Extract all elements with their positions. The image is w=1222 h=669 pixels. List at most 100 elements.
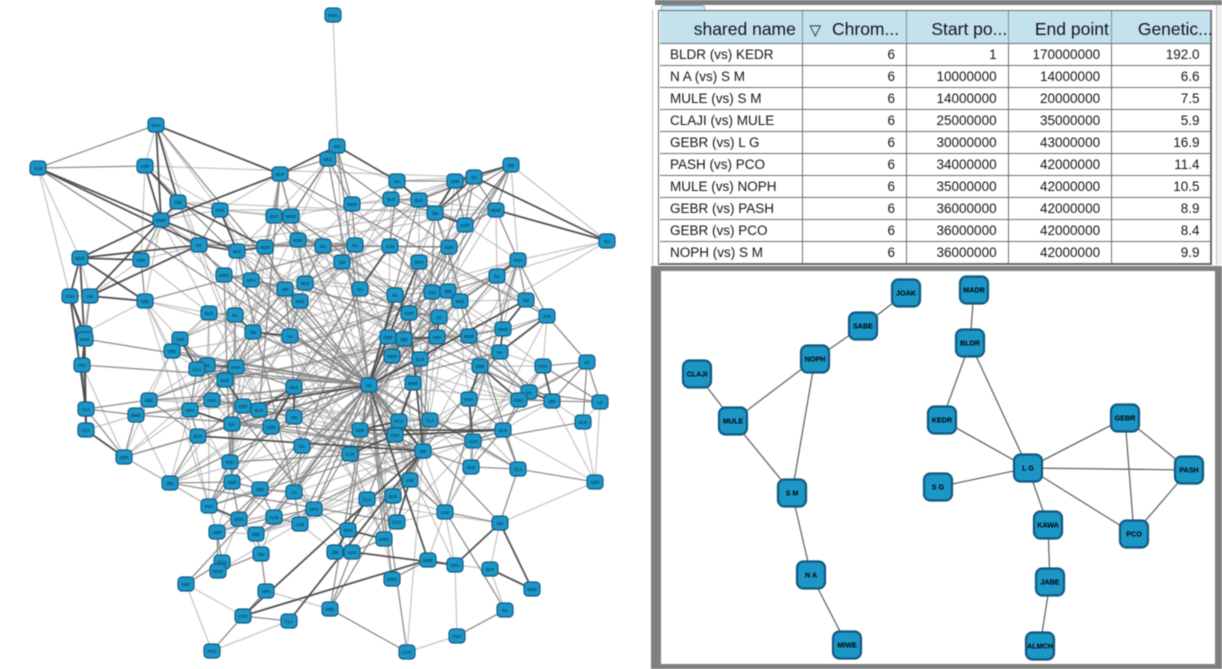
svg-text:GBR: GBR [119, 455, 128, 460]
svg-text:NA: NA [494, 274, 500, 279]
svg-text:MLE: MLE [456, 299, 465, 304]
svg-text:PCO: PCO [392, 520, 402, 525]
svg-text:KDR: KDR [591, 480, 600, 485]
svg-text:SM: SM [282, 287, 289, 292]
svg-text:S G: S G [932, 483, 945, 492]
svg-text:MDR: MDR [75, 256, 85, 261]
svg-text:KEDR: KEDR [932, 416, 953, 425]
svg-text:KWA: KWA [207, 398, 217, 403]
svg-text:PSH: PSH [205, 504, 214, 509]
svg-text:CYR: CYR [239, 614, 248, 619]
svg-text:SM: SM [432, 211, 439, 216]
svg-text:NPH: NPH [247, 278, 256, 283]
svg-text:NPH: NPH [415, 260, 424, 265]
svg-text:NA: NA [229, 422, 235, 427]
svg-text:BLR: BLR [415, 198, 423, 203]
svg-text:PCO: PCO [207, 649, 217, 654]
svg-text:KAWA: KAWA [1037, 521, 1059, 530]
svg-text:BLR: BLR [205, 311, 213, 316]
svg-text:ALM: ALM [386, 244, 395, 249]
svg-text:MWE: MWE [408, 381, 418, 386]
svg-text:KWA: KWA [514, 398, 524, 403]
svg-text:MDR: MDR [347, 202, 357, 207]
svg-text:SM: SM [523, 298, 530, 303]
svg-text:NA: NA [287, 334, 293, 339]
svg-text:PSH: PSH [514, 258, 523, 263]
svg-text:MDR: MDR [464, 334, 474, 339]
svg-text:KDR: KDR [137, 258, 146, 263]
svg-text:SBE: SBE [182, 582, 191, 587]
svg-text:SBE: SBE [145, 398, 154, 403]
svg-text:JABE: JABE [1040, 578, 1059, 587]
svg-text:BLR: BLR [387, 197, 395, 202]
svg-text:NPH: NPH [344, 528, 353, 533]
svg-text:GBR: GBR [175, 337, 184, 342]
svg-text:SM: SM [250, 330, 257, 335]
svg-text:KDR: KDR [141, 164, 150, 169]
svg-text:JOK: JOK [428, 290, 436, 295]
svg-text:KWA: KWA [231, 365, 241, 370]
svg-text:JOK: JOK [406, 478, 414, 483]
svg-text:CLA: CLA [82, 428, 90, 433]
svg-text:SG: SG [471, 175, 477, 180]
svg-text:CLA: CLA [82, 407, 90, 412]
svg-text:MWE: MWE [213, 569, 223, 574]
svg-text:SBE: SBE [256, 487, 265, 492]
svg-text:KWA: KWA [464, 397, 474, 402]
svg-text:CLA: CLA [193, 367, 201, 372]
svg-text:MDR: MDR [387, 354, 397, 359]
svg-text:PSH: PSH [539, 364, 548, 369]
svg-text:GBR: GBR [475, 364, 484, 369]
svg-text:MWE: MWE [491, 208, 501, 213]
svg-text:NA: NA [526, 390, 532, 395]
svg-text:NA: NA [352, 243, 358, 248]
svg-text:LG: LG [436, 315, 442, 320]
svg-text:CLA: CLA [426, 418, 434, 423]
svg-text:MDR: MDR [234, 517, 244, 522]
svg-text:MWE: MWE [498, 327, 508, 332]
svg-text:PCO: PCO [1126, 530, 1142, 539]
svg-text:CLAJI: CLAJI [687, 370, 708, 379]
svg-text:SBE: SBE [141, 299, 150, 304]
svg-text:PSH: PSH [433, 335, 442, 340]
svg-text:CLA: CLA [363, 497, 371, 502]
svg-text:BLR: BLR [221, 378, 229, 383]
svg-text:BLDR: BLDR [960, 339, 981, 348]
svg-text:KWA: KWA [80, 337, 90, 342]
svg-text:MLE: MLE [301, 281, 310, 286]
svg-text:SBE: SBE [326, 607, 335, 612]
svg-text:PASH: PASH [1179, 466, 1198, 475]
svg-text:S M: S M [786, 489, 799, 498]
svg-text:NA: NA [392, 293, 398, 298]
svg-text:MDR: MDR [423, 558, 433, 563]
svg-text:JBE: JBE [548, 399, 556, 404]
svg-text:PCO: PCO [394, 419, 404, 424]
svg-text:GBR: GBR [383, 335, 392, 340]
svg-text:SM: SM [334, 144, 341, 149]
svg-text:KWA: KWA [328, 13, 338, 18]
svg-text:JOK: JOK [543, 314, 551, 319]
svg-text:L G: L G [1022, 464, 1034, 473]
svg-text:NPH: NPH [310, 507, 319, 512]
svg-text:CYR: CYR [403, 650, 412, 655]
svg-text:NA: NA [604, 239, 610, 244]
svg-text:BLR: BLR [389, 494, 397, 499]
svg-text:NA: NA [320, 244, 326, 249]
svg-text:MLE: MLE [467, 465, 476, 470]
svg-text:SM: SM [339, 260, 346, 265]
svg-text:SM: SM [291, 415, 298, 420]
svg-text:NA: NA [394, 179, 400, 184]
svg-text:ALM: ALM [441, 510, 450, 515]
svg-text:KDR: KDR [216, 208, 225, 213]
svg-text:MLE: MLE [233, 249, 242, 254]
svg-text:ALMCH: ALMCH [1027, 642, 1053, 651]
svg-text:KDR: KDR [239, 404, 248, 409]
svg-text:BLR: BLR [499, 428, 507, 433]
svg-text:LG: LG [291, 490, 297, 495]
svg-text:BLR: BLR [194, 434, 202, 439]
svg-text:GBR: GBR [212, 530, 221, 535]
svg-text:NA: NA [196, 243, 202, 248]
svg-text:MIWE: MIWE [837, 641, 857, 650]
svg-text:MWE: MWE [156, 218, 166, 223]
svg-text:JOK: JOK [174, 200, 182, 205]
